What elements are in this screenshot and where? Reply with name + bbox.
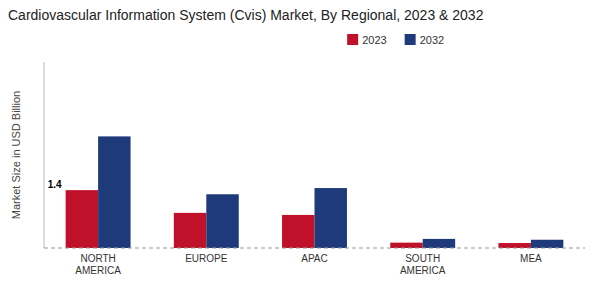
title: Cardiovascular Information System (Cvis)…	[8, 7, 484, 23]
chart: Cardiovascular Information System (Cvis)…	[0, 0, 600, 300]
bar	[282, 215, 314, 248]
legend: 2023 2032	[347, 34, 444, 46]
bar	[423, 239, 455, 248]
x-tick-label-line: SOUTH	[405, 253, 440, 264]
y-axis-label: Market Size in USD Billion	[10, 91, 22, 219]
x-tick-label: NORTHAMERICA	[75, 253, 121, 276]
bar	[174, 213, 206, 248]
x-tick-label: MEA	[520, 253, 542, 264]
bar	[206, 194, 238, 248]
x-tick-label: EUROPE	[185, 253, 228, 264]
bar	[498, 243, 530, 248]
bar	[531, 240, 563, 248]
baseline	[44, 248, 585, 249]
x-tick-label-line: AMERICA	[75, 265, 121, 276]
x-tick-label: APAC	[301, 253, 328, 264]
page: {"chart_data": { "type": "bar", "title":…	[0, 0, 600, 300]
x-tick-label-line: AMERICA	[400, 265, 446, 276]
bar	[315, 188, 347, 248]
x-tick-label-line: EUROPE	[185, 253, 228, 264]
legend-swatch	[405, 34, 416, 45]
annotation: 1.4	[48, 179, 62, 190]
bar	[66, 190, 98, 248]
x-tick-label-line: NORTH	[80, 253, 115, 264]
x-tick-label-line: MEA	[520, 253, 542, 264]
x-tick-label: SOUTHAMERICA	[400, 253, 446, 276]
legend-swatch	[347, 34, 358, 45]
bars	[66, 136, 564, 248]
bar	[98, 136, 130, 248]
legend-label: 2032	[420, 34, 444, 46]
x-tick-label-line: APAC	[301, 253, 328, 264]
bar	[390, 243, 422, 248]
legend-label: 2023	[362, 34, 386, 46]
y-axis-line	[44, 62, 45, 248]
